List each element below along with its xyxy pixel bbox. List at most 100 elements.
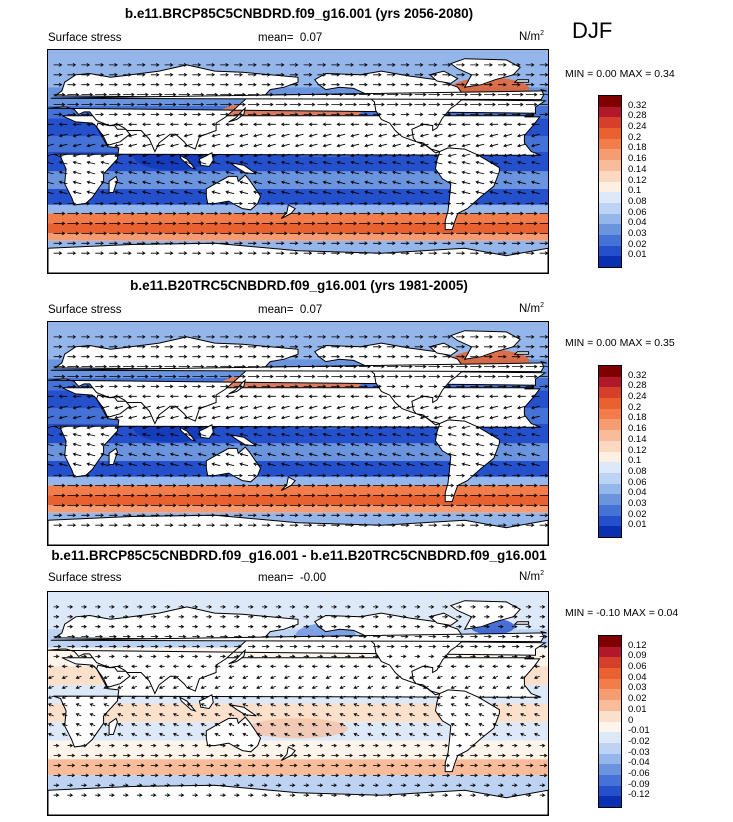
panel-3-wind-arrow: [367, 685, 374, 689]
panel-3-wind-arrow: [109, 743, 115, 748]
panel-3-wind-arrow: [220, 783, 226, 788]
panel-2-wind-arrow: [392, 425, 401, 430]
panel-2-wind-arrow: [400, 374, 413, 379]
panel-1-wind-arrow: [456, 62, 466, 67]
panel-3-wind-arrow: [331, 614, 338, 619]
panel-1-wind-arrow: [303, 211, 316, 216]
panel-2-wind-arrow: [364, 432, 374, 437]
panel-3-wind-arrow: [339, 722, 346, 727]
panel-3-wind-arrow: [109, 644, 117, 649]
panel-2-wind-arrow: [373, 344, 382, 349]
panel-2-wind-arrow: [303, 344, 313, 349]
panel-1-wind-arrow: [345, 82, 354, 87]
panel-2-wind-arrow: [128, 462, 137, 467]
panel-1-wind-arrow: [136, 112, 146, 117]
panel-3-wind-arrow: [464, 664, 471, 669]
panel-2-wind-arrow: [267, 415, 276, 420]
panel-1-wind-arrow: [109, 92, 121, 97]
panel-2-wind-arrow: [164, 384, 174, 389]
panel-2-wind-arrow: [267, 432, 276, 437]
panel-2-wind-arrow: [303, 503, 316, 508]
panel-2-colorbar-tick: 0.2: [628, 401, 642, 413]
panel-2-wind-arrow: [414, 384, 424, 389]
panel-2-wind-arrow: [378, 452, 387, 457]
panel-1-wind-arrow: [155, 133, 165, 138]
panel-2-wind-arrow: [503, 405, 512, 410]
panel-3-wind-arrow: [270, 722, 276, 727]
panel-1-wind-arrow: [267, 170, 276, 175]
panel-1-wind-arrow: [447, 180, 457, 185]
panel-1-wind-arrow: [169, 180, 179, 185]
panel-2-wind-arrow: [239, 442, 249, 447]
panel-2-wind-arrow: [136, 513, 146, 518]
panel-3-wind-arrow: [395, 722, 401, 727]
panel-3-wind-arrow: [331, 783, 338, 788]
panel-2-wind-arrow: [164, 473, 174, 478]
panel-3-wind-arrow: [53, 763, 62, 768]
panel-1-wind-arrow: [289, 62, 299, 67]
panel-3-wind-arrow: [200, 675, 207, 680]
panel-2-wind-arrow: [109, 523, 118, 528]
panel-3-wind-arrow: [123, 644, 131, 649]
panel-1-wind-arrow: [511, 82, 521, 87]
panel-2-wind-arrow: [261, 344, 271, 349]
panel-1-wind-arrow: [211, 153, 221, 158]
panel-3-wind-arrow: [450, 685, 457, 689]
panel-3-wind-arrow: [386, 604, 393, 609]
panel-2-wind-arrow: [442, 364, 455, 369]
panel-1-wind-arrow: [428, 92, 441, 97]
panel-1-wind-arrow: [192, 92, 205, 97]
panel-2-wind-arrow: [248, 354, 257, 359]
panel-3-wind-arrow: [248, 753, 256, 758]
panel-2-wind-arrow: [303, 473, 313, 478]
panel-2-wind-arrow: [511, 513, 521, 518]
panel-3-wind-arrow: [117, 695, 124, 699]
panel-3-variable-label: Surface stress: [48, 572, 122, 584]
panel-3-wind-arrow: [192, 773, 201, 778]
panel-3-colorbar-box: [599, 657, 621, 669]
panel-2-wind-arrow: [142, 405, 151, 410]
panel-3-wind-arrow: [103, 695, 110, 699]
panel-1-wind-arrow: [95, 211, 107, 216]
panel-3-wind-arrow: [200, 732, 207, 737]
panel-2-wind-arrow: [248, 493, 260, 498]
panel-3-wind-arrow: [428, 773, 437, 778]
panel-3-wind-arrow: [81, 644, 90, 649]
panel-1-wind-arrow: [331, 102, 344, 107]
panel-1-colorbar-box: [599, 128, 621, 139]
panel-3-wind-arrow: [75, 685, 82, 689]
panel-1-wind-arrow: [456, 211, 469, 216]
panel-1-wind-arrow: [294, 190, 304, 195]
panel-2-wind-arrow: [517, 425, 526, 430]
panel-1-wind-arrow: [484, 211, 496, 216]
panel-2-wind-arrow: [386, 344, 396, 349]
panel-1-wind-arrow: [414, 92, 427, 97]
panel-2-wind-arrow: [511, 523, 521, 528]
panel-1-wind-arrow: [308, 180, 318, 185]
panel-1-wind-arrow: [67, 251, 77, 256]
panel-3-wind-arrow: [359, 614, 365, 619]
panel-1-wind-arrow: [67, 201, 77, 206]
panel-2-wind-arrow: [150, 483, 163, 488]
panel-3-continent: [434, 689, 500, 773]
panel-3-wind-arrow: [95, 753, 103, 758]
panel-3-wind-arrow: [164, 793, 171, 798]
panel-1-colorbar-tick: 0.06: [628, 206, 647, 218]
panel-3-colorbar-tick: -0.12: [628, 789, 650, 801]
panel-3-wind-arrow: [539, 634, 548, 639]
panel-2-wind-arrow: [225, 405, 235, 410]
panel-3-wind-arrow: [442, 634, 451, 639]
panel-1-colorbar-tick: 0.03: [628, 227, 647, 239]
panel-1-wind-arrow: [81, 92, 94, 97]
panel-3-wind-arrow: [234, 743, 240, 748]
panel-3-wind-arrow: [353, 732, 360, 737]
panel-2-wind-arrow: [400, 493, 413, 498]
panel-1-wind-arrow: [197, 180, 207, 185]
panel-2-wind-arrow: [308, 415, 318, 420]
panel-2-wind-arrow: [248, 523, 257, 528]
panel-1-wind-arrow: [322, 180, 332, 185]
panel-1-wind-arrow: [400, 92, 413, 97]
panel-3-wind-arrow: [373, 763, 381, 768]
panel-3-wind-arrow: [367, 713, 374, 717]
panel-2-wind-arrow: [95, 523, 104, 528]
